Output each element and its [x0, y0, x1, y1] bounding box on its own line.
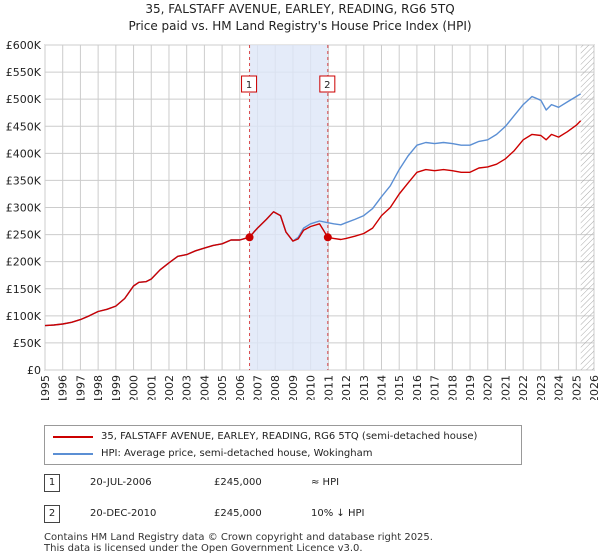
sale-date: 20-JUL-2006	[90, 477, 152, 488]
y-tick-label: £600K	[6, 39, 42, 52]
series-lines	[44, 93, 582, 327]
y-tick-label: £200K	[6, 256, 42, 269]
sale-marker-box	[319, 75, 336, 93]
chart-subtitle: Price paid vs. HM Land Registry's House …	[128, 19, 472, 33]
y-tick-label: £550K	[6, 66, 42, 79]
chart-legend: 35, FALSTAFF AVENUE, EARLEY, READING, RG…	[44, 425, 522, 465]
y-tick-label: £350K	[6, 174, 42, 187]
y-tick-label: £500K	[6, 93, 42, 106]
shaded-ownership-region	[249, 45, 328, 370]
y-tick-label: £100K	[6, 310, 42, 323]
sale-marker-number: 1	[246, 80, 252, 91]
x-tick-label: 2006	[234, 375, 247, 400]
sale-hpi-comparison: 10% ↓ HPI	[311, 508, 365, 519]
x-tick-label: 2014	[375, 375, 388, 400]
x-tick-label: 1999	[110, 375, 123, 400]
y-tick-label: £0	[27, 364, 41, 377]
x-tick-label: 2000	[128, 375, 141, 400]
x-tick-label: 2012	[340, 375, 353, 400]
footer-licence: This data is licensed under the Open Gov…	[44, 543, 363, 554]
x-tick-label: 2015	[393, 375, 406, 400]
y-tick-label: £250K	[6, 229, 42, 242]
x-tick-label: 2026	[588, 375, 600, 400]
x-tick-label: 2024	[553, 375, 566, 400]
sale-date: 20-DEC-2010	[90, 508, 157, 519]
sale-price: £245,000	[214, 508, 262, 519]
sale-hpi-comparison: ≈ HPI	[311, 477, 340, 488]
sale-number-badge: 2	[44, 505, 60, 523]
sale-marker-number: 2	[324, 80, 330, 91]
sale-number-badge: 1	[44, 474, 60, 492]
x-tick-label: 1997	[74, 375, 87, 400]
x-tick-label: 2019	[464, 375, 477, 400]
x-tick-label: 2025	[570, 375, 583, 400]
x-tick-label: 2013	[358, 375, 371, 400]
x-tick-label: 2008	[269, 375, 282, 400]
x-tick-label: 2009	[287, 375, 300, 400]
x-tick-label: 2016	[411, 375, 424, 400]
x-tick-label: 2003	[181, 375, 194, 400]
legend-swatch-property	[53, 436, 93, 438]
x-tick-label: 2020	[482, 375, 495, 400]
y-tick-label: £300K	[6, 202, 42, 215]
y-tick-label: £450K	[6, 120, 42, 133]
y-tick-label: £50K	[13, 337, 42, 350]
legend-swatch-hpi	[53, 453, 93, 455]
x-tick-label: 2004	[198, 375, 211, 400]
x-tick-label: 1996	[57, 375, 70, 400]
x-tick-label: 2011	[322, 375, 335, 400]
x-tick-label: 1998	[92, 375, 105, 400]
axis-ticks: £0 £50K £100K £150K £200K £250K £300K £350K £400…	[6, 39, 600, 400]
sale-marker-box	[241, 75, 258, 93]
y-tick-label: £400K	[6, 147, 42, 160]
future-hatch	[580, 45, 594, 370]
x-tick-label: 2005	[216, 375, 229, 400]
sale-point	[323, 233, 332, 242]
y-tick-label: £150K	[6, 283, 42, 296]
x-tick-label: 2023	[535, 375, 548, 400]
x-tick-label: 2022	[517, 375, 530, 400]
footer-copyright: Contains HM Land Registry data © Crown c…	[44, 532, 433, 543]
future-hatch-region	[580, 45, 594, 370]
x-tick-label: 2002	[163, 375, 176, 400]
legend-label-hpi: HPI: Average price, semi-detached house,…	[101, 448, 373, 459]
x-tick-label: 2018	[446, 375, 459, 400]
x-tick-label: 2017	[429, 375, 442, 400]
sale-point	[245, 233, 254, 242]
x-tick-label: 2010	[305, 375, 318, 400]
legend-label-property: 35, FALSTAFF AVENUE, EARLEY, READING, RG…	[101, 431, 478, 442]
x-tick-label: 2001	[145, 375, 158, 400]
x-tick-label: 2021	[499, 375, 512, 400]
chart-title-address: 35, FALSTAFF AVENUE, EARLEY, READING, RG…	[145, 2, 455, 16]
property-series-line	[44, 120, 582, 327]
shaded-period	[249, 45, 328, 370]
x-tick-label: 2007	[252, 375, 265, 400]
sale-price: £245,000	[214, 477, 262, 488]
x-tick-label: 1995	[39, 375, 52, 400]
